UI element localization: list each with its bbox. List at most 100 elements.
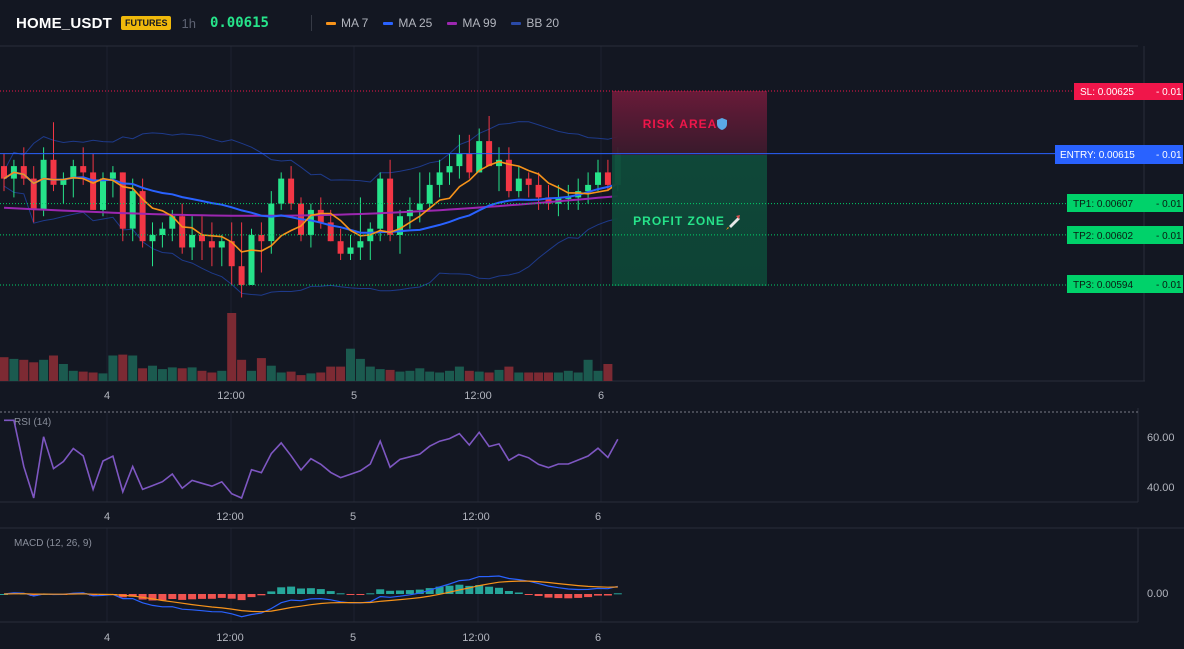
candle-body: [228, 241, 235, 267]
entry-label[interactable]: ENTRY: 0.00615 - 0.01: [1055, 145, 1183, 164]
volume-bar: [464, 370, 474, 381]
chart-grid: [0, 45, 1184, 623]
volume-bar: [247, 370, 256, 381]
volume-bar: [58, 364, 68, 381]
tp2-label[interactable]: TP2: 0.00602 - 0.01: [1067, 226, 1183, 244]
tp1-label[interactable]: TP1: 0.00607 - 0.01: [1067, 194, 1183, 212]
candle-body: [347, 247, 354, 254]
rsi-line: [4, 419, 619, 500]
candle-body: [129, 191, 136, 229]
candle-body: [50, 159, 57, 185]
candle-body: [406, 209, 413, 217]
bb20-swatch: [511, 21, 522, 25]
candle: [179, 203, 186, 254]
legend-ma7[interactable]: MA 7: [325, 16, 369, 30]
sl-label[interactable]: SL: 0.00625 - 0.01: [1074, 83, 1183, 100]
volume-bar: [365, 366, 375, 381]
macd-hist-bar: [346, 594, 355, 595]
sl-pct-text: - 0.01: [1156, 87, 1182, 98]
macd-hist-bar: [534, 594, 543, 596]
candle-body: [238, 266, 245, 285]
ma7-line: [3, 160, 619, 253]
sl-label-text: SL: 0.00625: [1080, 87, 1134, 98]
volume-bar: [563, 370, 573, 381]
time-label: 5: [350, 632, 356, 644]
volume-bar: [227, 313, 237, 381]
macd-hist-bar: [544, 594, 553, 598]
volume-bar: [9, 358, 19, 381]
macd-hist-bar: [574, 594, 583, 598]
candle: [40, 147, 47, 217]
tp2-label-text: TP2: 0.00602: [1073, 231, 1133, 242]
candle: [515, 166, 522, 198]
volume-bar: [29, 362, 39, 381]
macd-tick: 0.00: [1147, 588, 1168, 600]
candle: [218, 234, 225, 267]
candle-body: [258, 234, 265, 242]
macd-hist-bar: [316, 589, 325, 594]
candle-body: [595, 172, 601, 185]
volume-bar: [256, 358, 266, 381]
macd-hist-bar: [475, 585, 484, 594]
volume-bar: [217, 370, 227, 381]
candle-body: [387, 178, 394, 235]
rsi-label: RSI (14): [14, 417, 51, 428]
volume-bar: [49, 355, 58, 381]
volume-bar: [78, 371, 88, 381]
volume-bar: [514, 372, 524, 381]
macd-hist-bar: [336, 593, 345, 595]
candle-body: [90, 172, 97, 210]
candle: [436, 159, 443, 198]
candle: [406, 197, 413, 229]
candle: [476, 128, 483, 173]
volume-bar: [167, 367, 177, 381]
moving-averages: [3, 160, 619, 253]
volume-bar: [88, 372, 98, 381]
volume-bar: [68, 370, 78, 381]
volume-bar: [138, 368, 148, 382]
legend-ma25[interactable]: MA 25: [383, 16, 432, 30]
volume-bar: [98, 373, 108, 381]
candle-body: [496, 159, 502, 167]
candle-body: [30, 178, 37, 210]
legend-label: MA 25: [398, 16, 433, 30]
legend-label: MA 7: [340, 16, 369, 30]
last-price: 0.00615: [209, 15, 269, 31]
volume-bar: [553, 372, 563, 381]
risk-area-zone[interactable]: RISK AREA: [612, 91, 767, 155]
candle-body: [278, 178, 285, 204]
volume-bar: [474, 371, 484, 381]
tp3-label[interactable]: TP3: 0.00594 - 0.01: [1067, 275, 1183, 293]
candle: [109, 166, 116, 198]
time-label: 4: [104, 632, 110, 644]
macd-hist-bar: [465, 585, 474, 594]
candle: [278, 172, 285, 210]
candle: [50, 122, 57, 192]
ma7-swatch: [325, 21, 336, 25]
rocket-icon: [726, 215, 740, 230]
candle: [496, 147, 502, 192]
symbol-name[interactable]: HOME_USDT: [16, 14, 112, 32]
macd-hist-bar: [277, 587, 286, 594]
volume-bar: [583, 359, 593, 382]
volume-bar: [385, 369, 395, 381]
macd-hist-bar: [188, 594, 197, 600]
interval-selector[interactable]: 1h: [181, 15, 196, 31]
volume-bar: [544, 372, 553, 381]
candle-body: [426, 184, 433, 204]
candle-body: [545, 197, 552, 204]
candle-body: [456, 153, 463, 167]
candle-body: [436, 172, 443, 185]
volume-bars: [0, 313, 613, 382]
profit-zone[interactable]: PROFIT ZONE: [612, 155, 767, 286]
macd-hist-bar: [415, 589, 424, 594]
macd-label: MACD (12, 26, 9): [14, 538, 92, 549]
candle-body: [40, 159, 47, 210]
candle: [426, 172, 433, 210]
ma25-line: [3, 171, 619, 234]
volume-bar: [316, 372, 326, 381]
legend-ma99[interactable]: MA 99: [447, 16, 496, 30]
candle: [535, 172, 542, 210]
legend-bb20[interactable]: BB 20: [511, 16, 559, 30]
